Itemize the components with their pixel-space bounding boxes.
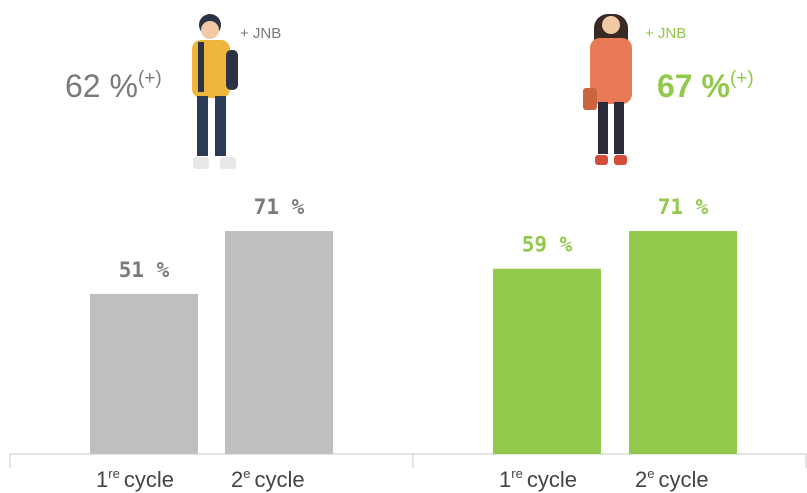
value-label: 71 % [658, 195, 709, 219]
category-text: cycle [658, 467, 708, 492]
headline-value: 62 % [65, 68, 138, 104]
category-number: 2 [231, 467, 243, 492]
annotation: + JNB [645, 25, 686, 42]
category-number: 1 [499, 467, 511, 492]
category-superscript: re [108, 466, 120, 481]
axis [10, 454, 807, 468]
value-label: 51 % [119, 258, 170, 282]
category-number: 2 [635, 467, 647, 492]
bar [90, 294, 198, 454]
headline-superscript: (+) [730, 68, 754, 89]
category-superscript: re [511, 466, 523, 481]
category-text: cycle [124, 467, 174, 492]
headline: 67 %(+) [657, 68, 754, 104]
category-superscript: e [647, 466, 654, 481]
annotation: + JNB [240, 25, 281, 42]
girl-illustration [583, 14, 632, 165]
headline: 62 %(+) [65, 68, 162, 104]
value-label: 71 % [254, 195, 305, 219]
category-superscript: e [243, 466, 250, 481]
category-text: cycle [254, 467, 304, 492]
bar [629, 231, 737, 454]
category-number: 1 [96, 467, 108, 492]
headline-superscript: (+) [138, 68, 162, 89]
value-label: 59 % [522, 233, 573, 257]
bar [225, 231, 333, 454]
headline-value: 67 % [657, 68, 730, 104]
boy-illustration [192, 14, 238, 169]
category-text: cycle [527, 467, 577, 492]
chart: 51 %1recycle71 %2ecycle62 %(+)+ JNB59 %1… [0, 0, 807, 493]
bar [493, 269, 601, 454]
